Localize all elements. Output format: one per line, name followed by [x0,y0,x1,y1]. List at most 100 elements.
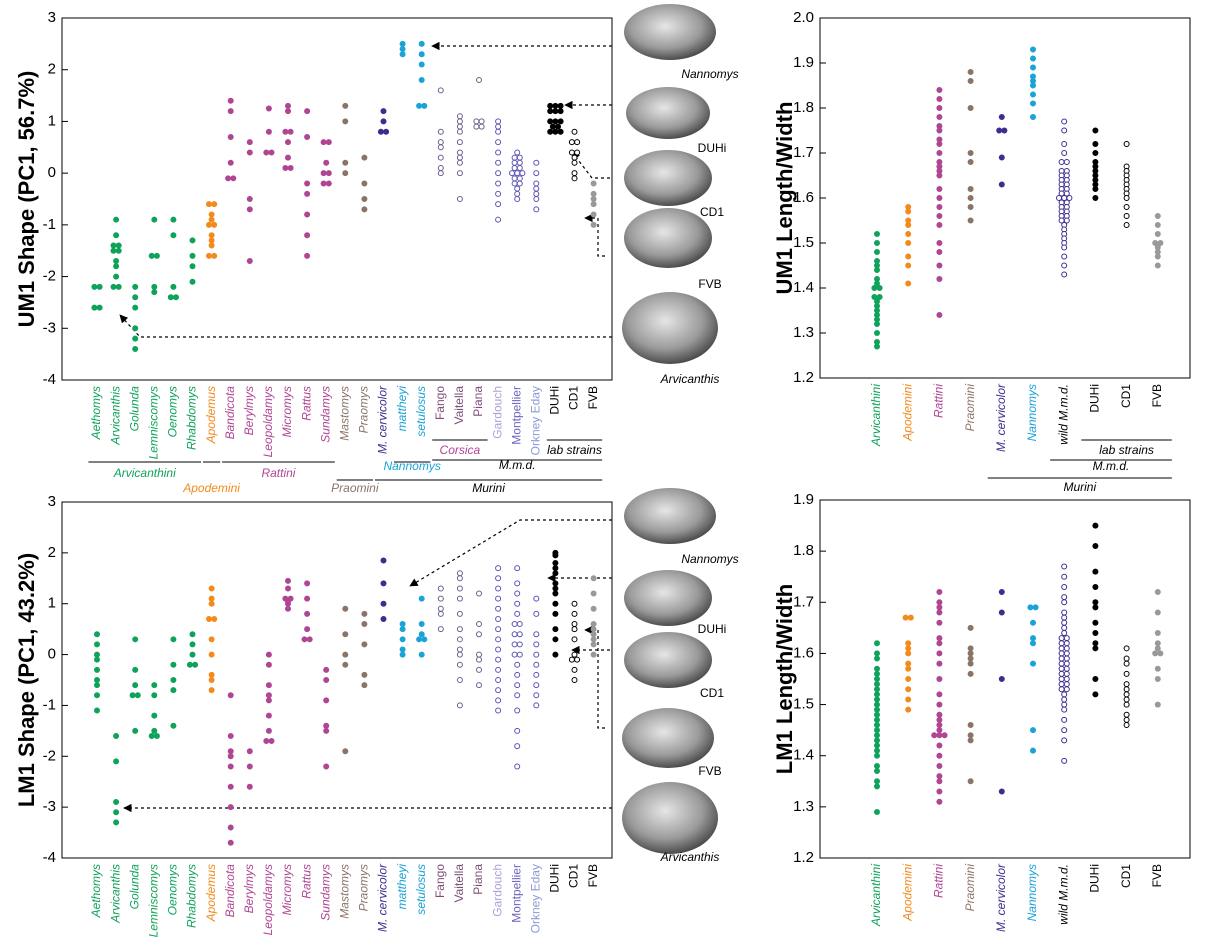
x-tick-label: DUHi [1088,864,1102,893]
y-axis-label: LM1 Length/Width [772,584,797,774]
x-tick-label: Mastomys [337,386,351,441]
data-point [874,691,880,698]
data-point [285,108,291,115]
data-point [1061,706,1068,713]
data-point [533,610,540,617]
data-point [246,258,253,265]
data-point [1058,665,1065,672]
data-point [167,294,174,301]
data-point [1154,629,1161,636]
data-point [323,697,330,704]
data-point [509,170,515,177]
data-point [113,273,120,280]
data-point [936,105,943,111]
data-point [571,626,578,633]
data-point [208,636,215,643]
data-point [265,682,272,689]
data-point [495,149,502,156]
data-point [323,763,330,770]
data-point [170,232,177,239]
data-point [380,615,387,622]
y-tick-label: 1 [48,112,56,129]
data-point [437,128,444,135]
x-tick-label: Mastomys [337,864,351,919]
data-point [967,150,974,156]
data-point [211,615,218,622]
x-tick-label: mattheyi [395,864,409,910]
data-point [936,711,943,718]
x-tick-label: setulosus [414,864,428,915]
data-point [246,196,253,202]
data-point [170,283,177,290]
data-point [263,149,270,156]
data-point [936,262,943,269]
data-point [170,661,177,668]
data-point [514,600,521,607]
data-point [421,636,428,643]
data-point [998,154,1005,161]
data-point [437,595,444,602]
data-point [1061,262,1068,269]
data-point [571,175,578,182]
y-tick-label: 1.8 [793,99,814,116]
data-point [418,595,425,602]
data-point [874,670,880,677]
data-point [967,159,974,165]
data-point [516,159,523,166]
data-point [476,651,482,658]
data-point [905,676,912,682]
x-tick-label: Arvicanthis [108,386,122,446]
data-point [874,655,880,662]
data-point [1154,222,1161,228]
data-point [478,118,485,125]
data-point [437,605,444,612]
data-point [936,722,943,729]
data-point [552,128,559,135]
data-point [874,240,880,246]
data-point [516,631,523,638]
data-point [998,181,1005,188]
molar-image [624,632,712,688]
data-point [495,170,502,177]
data-point [1061,727,1068,734]
data-point [874,321,880,327]
data-point [1061,271,1068,278]
data-point [495,646,502,653]
data-point [94,707,100,714]
data-point [456,128,463,135]
data-point [998,114,1005,120]
molar-label: Nannomys [681,552,738,566]
data-point [514,763,521,770]
data-point [113,758,120,765]
data-point [306,636,313,643]
data-point [186,661,193,668]
x-tick-label: Montpellier [509,864,523,923]
data-point [552,108,559,115]
group-label: M.m.d. [1093,459,1130,473]
data-point [936,599,943,606]
data-point [189,252,196,259]
x-tick-label: M. cervicolor [376,863,390,932]
data-point [476,656,482,663]
x-tick-label: Rhabdomys [185,386,199,450]
data-point [936,195,943,201]
data-point [590,196,597,202]
data-point [1123,645,1130,652]
data-point [1063,670,1070,677]
data-point [361,641,368,648]
data-point [874,249,880,255]
data-point [456,170,463,177]
data-point [936,249,943,255]
data-point [533,641,540,648]
data-point [265,651,272,658]
data-point [1123,691,1130,698]
data-point [170,677,177,683]
data-point [1123,670,1130,677]
data-point [590,636,597,643]
data-point [1063,686,1070,693]
data-point [246,748,253,755]
data-point [1061,696,1068,703]
data-point [1030,100,1036,107]
data-point [473,118,480,125]
data-point [571,621,578,628]
